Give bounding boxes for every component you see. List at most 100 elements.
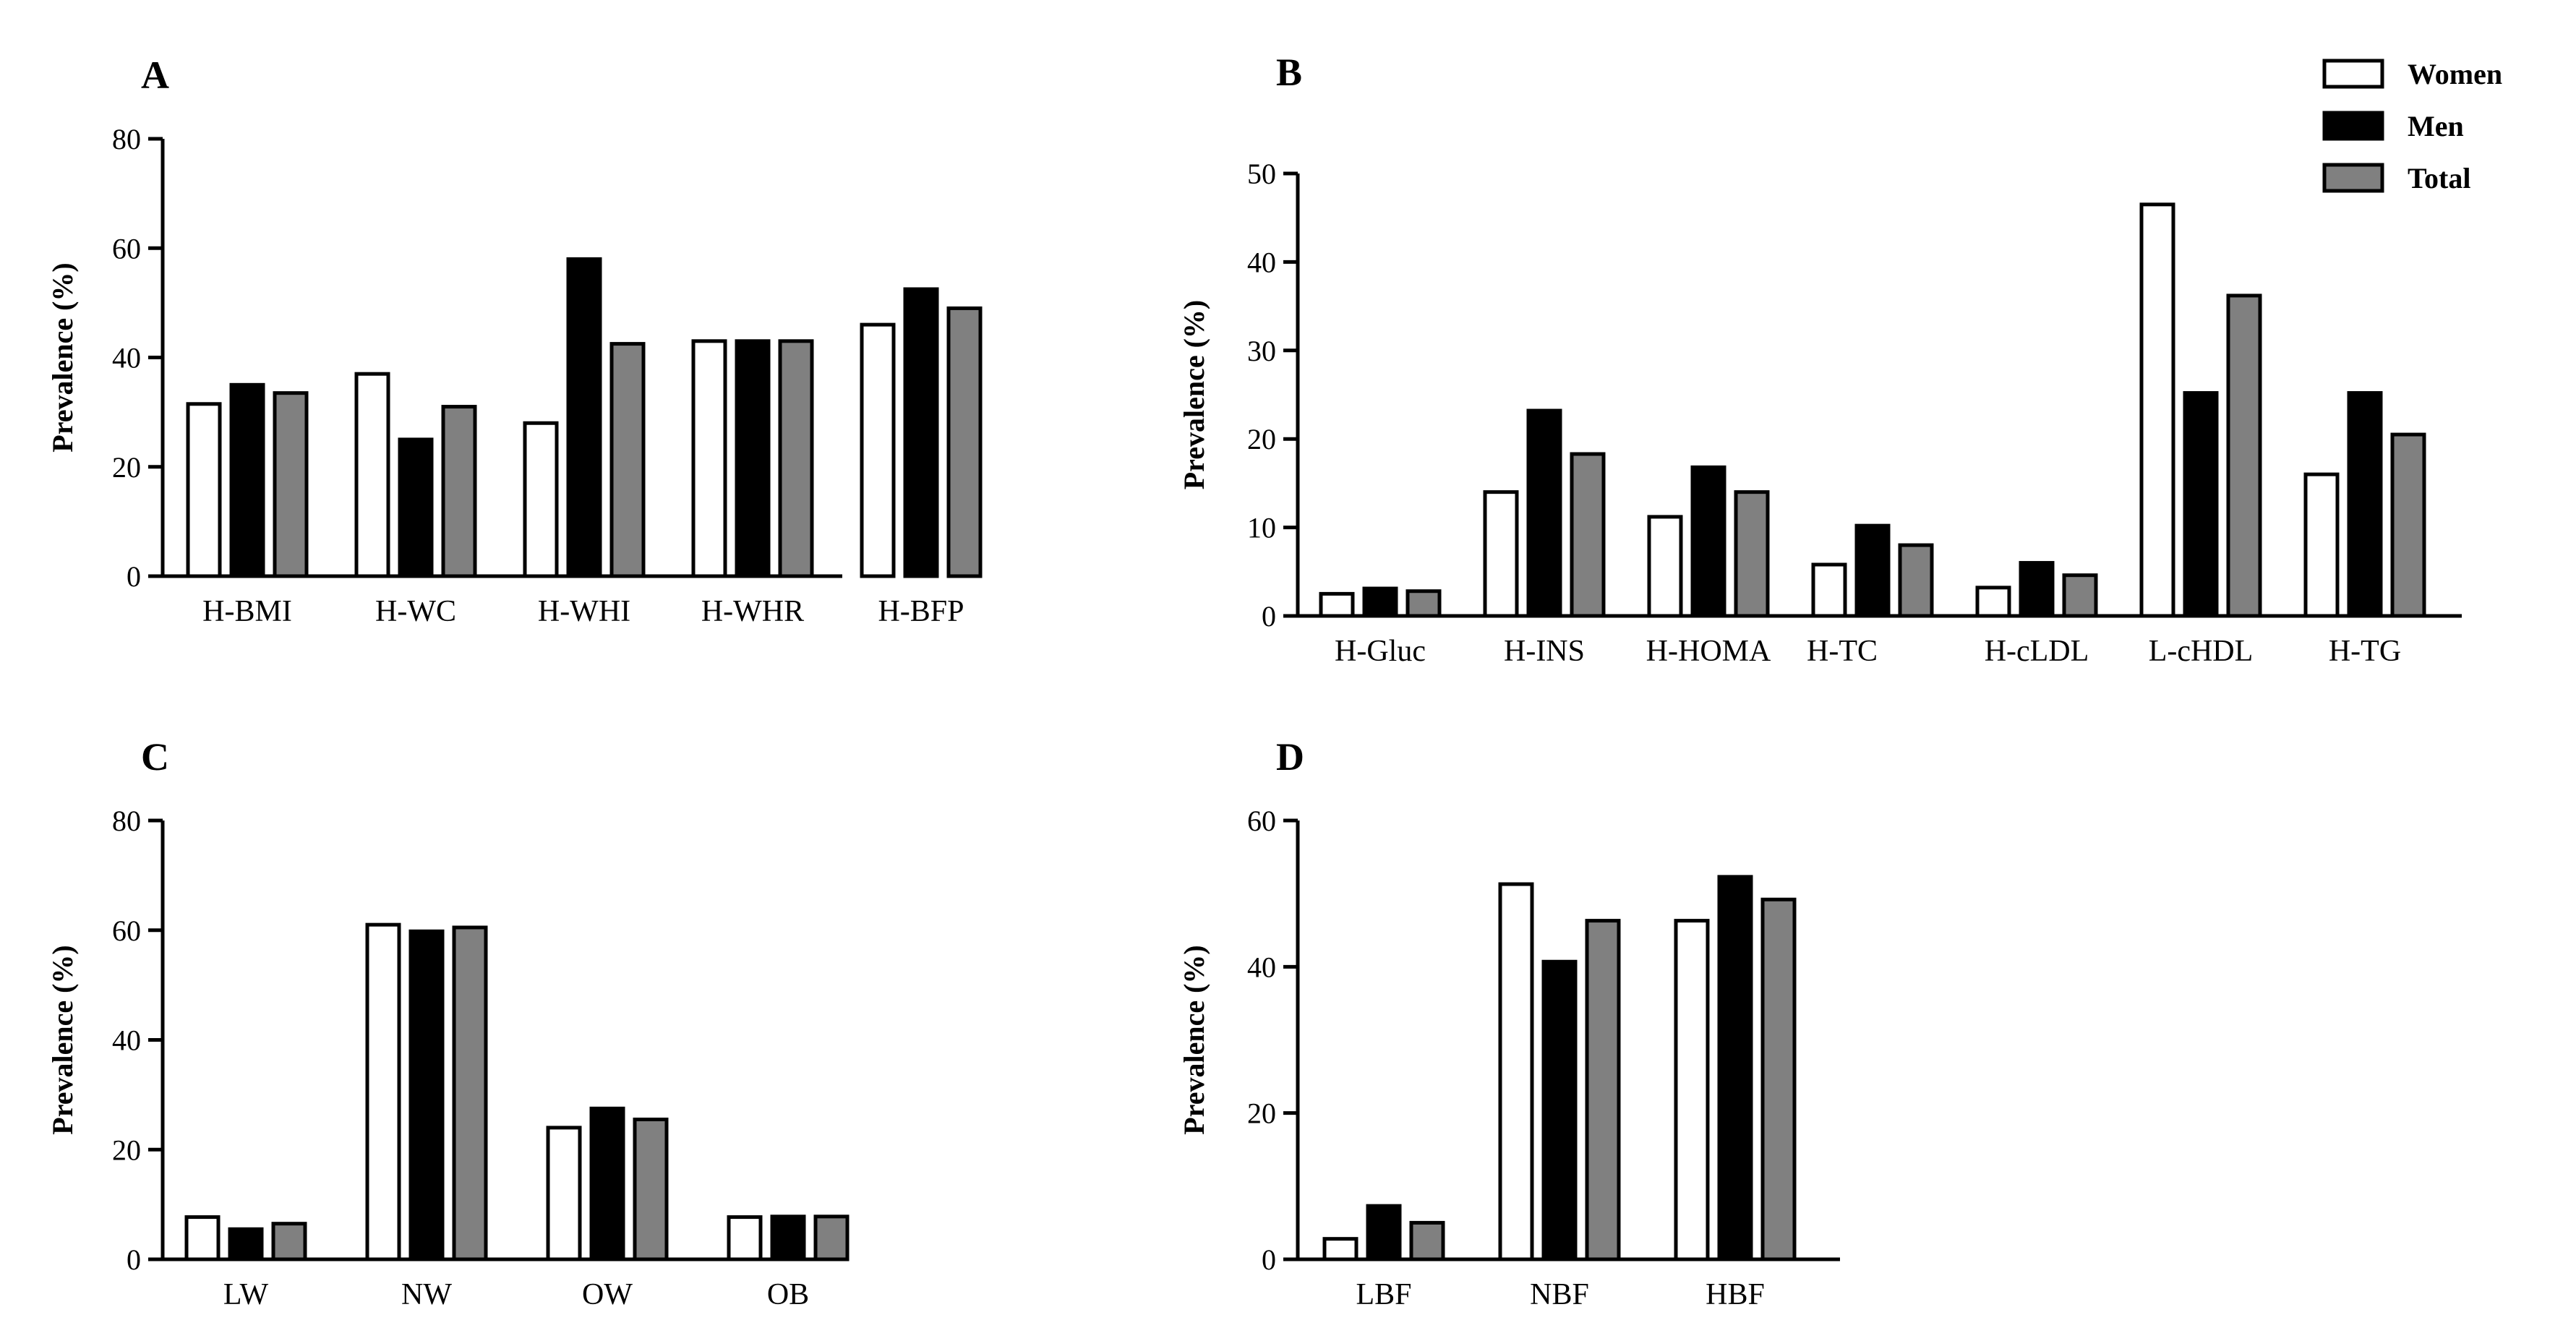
panel-letter: A	[141, 53, 169, 97]
panel-letter: D	[1276, 735, 1304, 779]
bar-men-lw	[228, 1227, 264, 1261]
bar-women-l-chdl	[2139, 202, 2175, 618]
bar-women-lw	[184, 1215, 221, 1261]
y-axis-label: Prevalence (%)	[1178, 945, 1210, 1134]
x-tick-label: LW	[223, 1278, 269, 1311]
legend-swatch	[2322, 163, 2384, 193]
y-tick-label: 0	[1262, 1243, 1276, 1276]
bar-men-nbf	[1541, 959, 1578, 1261]
bar-women-h-bfp	[860, 322, 896, 578]
bar-women-h-cldl	[1975, 586, 2011, 618]
bar-women-hbf	[1674, 919, 1710, 1261]
bar-total-h-bfp	[946, 306, 983, 578]
y-tick-label: 0	[127, 1243, 141, 1276]
chart-panels: A Prevalence (%) 0 20 40 60 80 H-BMI H-WC H-WHI H-…	[46, 51, 2462, 1311]
y-tick-label: 60	[112, 232, 141, 265]
bar-men-h-gluc	[1362, 586, 1398, 618]
bar-total-hbf	[1760, 897, 1797, 1261]
bar-women-lbf	[1322, 1237, 1358, 1261]
y-tick-label: 80	[112, 123, 141, 155]
y-tick-label: 0	[127, 560, 141, 593]
bar-men-h-ins	[1526, 408, 1562, 618]
bar-women-h-homa	[1647, 515, 1683, 618]
y-tick-label: 20	[112, 1134, 141, 1166]
bar-women-h-tg	[2303, 472, 2340, 618]
legend-swatch	[2322, 111, 2384, 141]
bar-total-h-tc	[1898, 543, 1934, 618]
x-tick-label: H-WC	[375, 595, 456, 628]
bar-total-h-gluc	[1405, 589, 1442, 618]
bar-men-h-bfp	[903, 287, 939, 578]
x-tick-label: LBF	[1356, 1278, 1411, 1311]
x-tick-label: HBF	[1706, 1278, 1765, 1311]
panel-letter: B	[1276, 51, 1302, 94]
y-tick-label: 80	[112, 805, 141, 837]
bar-total-l-chdl	[2226, 294, 2262, 618]
legend-label: Total	[2408, 162, 2470, 194]
panel-c: C Prevalence (%) 0 20 40 60 80 LW NW OW OB	[46, 735, 850, 1311]
bar-men-h-tc	[1854, 523, 1891, 618]
bar-women-nbf	[1498, 882, 1534, 1261]
y-tick-label: 40	[112, 342, 141, 374]
y-tick-label: 40	[112, 1024, 141, 1057]
bar-men-h-wc	[398, 437, 434, 578]
legend-swatch	[2322, 59, 2384, 89]
x-tick-label: L-cHDL	[2149, 635, 2254, 668]
bar-women-ob	[727, 1215, 763, 1261]
bar-men-h-cldl	[2019, 561, 2055, 618]
x-tick-label: H-Gluc	[1335, 635, 1426, 668]
x-tick-label: H-WHI	[538, 595, 630, 628]
y-tick-label: 30	[1247, 335, 1276, 367]
y-tick-label: 60	[112, 914, 141, 947]
bar-men-h-homa	[1690, 465, 1726, 618]
bar-total-h-homa	[1734, 490, 1770, 618]
bar-women-h-whr	[691, 339, 727, 578]
bar-men-lbf	[1366, 1204, 1402, 1261]
x-tick-label: H-WHR	[701, 595, 804, 628]
panel-b: B Prevalence (%) 0 10 20 30 40 50 H-Gluc H-INS H-H…	[1178, 51, 2462, 668]
y-axis-label: Prevalence (%)	[46, 945, 79, 1134]
bar-women-h-bmi	[186, 402, 222, 578]
bar-women-h-wc	[354, 372, 390, 578]
y-tick-label: 20	[1247, 423, 1276, 455]
bar-women-h-whi	[523, 421, 559, 578]
legend-label: Men	[2408, 110, 2464, 142]
bar-total-h-tg	[2390, 432, 2426, 618]
y-tick-label: 20	[1247, 1097, 1276, 1130]
bar-women-h-gluc	[1319, 591, 1355, 618]
bar-total-h-ins	[1570, 452, 1606, 618]
bar-women-h-tc	[1811, 562, 1847, 618]
x-tick-label: H-INS	[1504, 635, 1585, 668]
bar-total-h-wc	[441, 405, 477, 578]
bar-total-lw	[271, 1222, 307, 1261]
x-tick-label: NW	[401, 1278, 452, 1311]
bar-men-l-chdl	[2183, 391, 2219, 618]
x-tick-label: H-HOMA	[1646, 635, 1771, 668]
y-axis-label: Prevalence (%)	[1178, 300, 1210, 489]
x-tick-label: OB	[767, 1278, 809, 1311]
bar-total-h-cldl	[2062, 573, 2098, 618]
y-tick-label: 60	[1247, 805, 1276, 837]
x-tick-label: NBF	[1530, 1278, 1589, 1311]
x-tick-label: H-TG	[2329, 635, 2401, 668]
legend-label: Women	[2408, 58, 2502, 90]
legend: Women Men Total	[2322, 58, 2502, 194]
y-tick-label: 40	[1247, 246, 1276, 278]
x-tick-label: H-cLDL	[1985, 635, 2089, 668]
y-axis-label: Prevalence (%)	[46, 262, 79, 452]
y-tick-label: 20	[112, 451, 141, 484]
bar-total-nbf	[1585, 919, 1621, 1261]
bar-women-h-ins	[1483, 490, 1519, 618]
panel-letter: C	[141, 735, 169, 779]
x-tick-label: H-BMI	[202, 595, 292, 628]
legend-item-total: Total	[2322, 162, 2470, 194]
legend-item-women: Women	[2322, 58, 2502, 90]
bar-total-ob	[813, 1214, 850, 1261]
x-tick-label: H-BFP	[878, 595, 964, 628]
y-tick-label: 0	[1262, 600, 1276, 633]
bar-total-h-whi	[609, 342, 646, 578]
y-tick-label: 50	[1247, 158, 1276, 190]
bar-men-ob	[770, 1214, 806, 1261]
bar-men-h-bmi	[229, 382, 265, 578]
